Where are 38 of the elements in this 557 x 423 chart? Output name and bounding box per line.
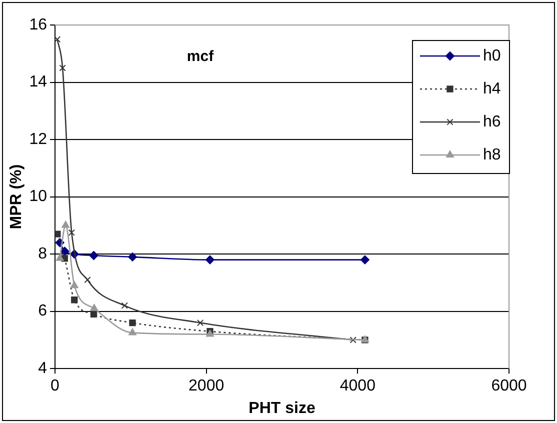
y-tick-label: 8 — [38, 245, 48, 262]
x-tick-label: 6000 — [491, 378, 527, 395]
x-axis-title: PHT size — [248, 400, 316, 417]
point — [84, 276, 91, 284]
point — [90, 304, 98, 311]
point — [59, 64, 66, 72]
point — [128, 252, 137, 262]
point — [54, 230, 61, 238]
point — [68, 229, 75, 236]
point — [70, 281, 78, 288]
y-tick-label: 6 — [38, 302, 48, 320]
text: mcf — [186, 48, 215, 65]
y-axis-title: MPR (%) — [8, 164, 26, 230]
point — [62, 220, 70, 228]
x-tick-label: 0 — [50, 378, 60, 395]
point — [128, 328, 136, 336]
point — [205, 255, 214, 264]
point — [196, 319, 204, 326]
x-tick-label: 2000 — [188, 378, 224, 395]
point — [89, 251, 98, 260]
legend-label: h8 — [483, 146, 501, 164]
legend-label: h6 — [483, 113, 501, 130]
point — [54, 36, 61, 43]
y-tick-label: 12 — [29, 130, 48, 148]
point — [90, 310, 98, 318]
y-tick-label: 10 — [29, 188, 48, 206]
point — [56, 254, 64, 261]
y-tick-label: 14 — [29, 74, 48, 91]
y-tick-label: 16 — [29, 16, 48, 34]
legend-label: h4 — [483, 80, 501, 98]
point — [121, 302, 128, 309]
x-tick-label: 4000 — [340, 378, 376, 395]
point — [129, 319, 136, 326]
y-tick-label: 4 — [38, 360, 48, 378]
point — [350, 336, 356, 344]
point — [71, 296, 78, 304]
point — [360, 255, 370, 264]
legend-label: h0 — [483, 47, 501, 64]
